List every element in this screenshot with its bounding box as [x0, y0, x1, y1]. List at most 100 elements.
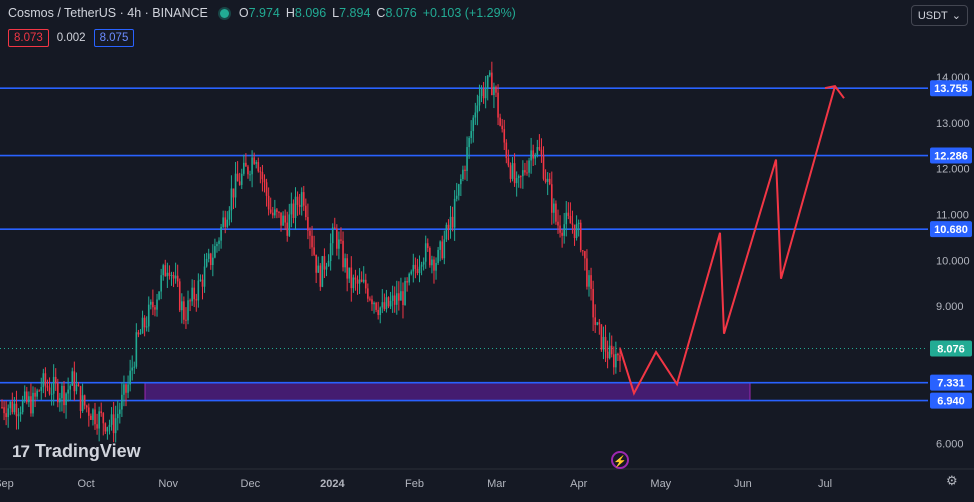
candle-body	[30, 396, 32, 414]
candle-body	[191, 287, 193, 302]
price-badge	[930, 80, 972, 97]
price-badge-label: 10.680	[934, 224, 968, 236]
candle-body	[170, 275, 173, 277]
candle-body	[288, 214, 291, 236]
symbol-title[interactable]: Cosmos / TetherUS · 4h · BINANCE	[8, 6, 208, 20]
candle-body	[7, 408, 10, 418]
time-tick-label: Dec	[241, 478, 261, 490]
candle-body	[592, 288, 594, 318]
candle-body	[584, 251, 586, 259]
candle-body	[19, 412, 22, 415]
candle-body	[406, 281, 408, 283]
time-tick-label: Mar	[487, 478, 506, 490]
candle-body	[499, 117, 501, 126]
candle-body	[176, 275, 179, 282]
candle-body	[329, 243, 332, 262]
buy-button[interactable]: 8.075	[93, 29, 135, 47]
currency-label: USDT	[917, 9, 948, 22]
candle-body	[460, 179, 462, 185]
candle-body	[474, 112, 477, 118]
candle-body	[348, 267, 351, 279]
candle-body	[435, 262, 437, 271]
candle-body	[102, 413, 105, 424]
candle-body	[553, 203, 555, 213]
sell-button[interactable]: 8.073	[8, 29, 49, 47]
candle-body	[342, 240, 344, 268]
candle-body	[209, 253, 212, 266]
price-tick-label: 13.000	[936, 118, 970, 130]
candle-body	[207, 253, 210, 259]
candle-body	[154, 307, 156, 310]
candle-body	[83, 395, 86, 406]
candle-body	[497, 92, 499, 118]
time-tick-label: Oct	[78, 478, 95, 490]
candle-body	[486, 75, 489, 89]
candle-body	[530, 150, 532, 161]
price-badge-label: 7.331	[937, 378, 965, 390]
currency-selector[interactable]: USDT ⌄	[910, 5, 968, 26]
candle-body	[218, 240, 220, 244]
candle-body	[354, 277, 357, 280]
candle-body	[158, 291, 160, 300]
time-tick-label: Nov	[158, 478, 178, 490]
candle-body	[617, 353, 619, 356]
candle-body	[226, 219, 229, 227]
candle-body	[433, 259, 435, 271]
candle-body	[137, 332, 140, 335]
candle-body	[367, 288, 369, 299]
candle-body	[431, 259, 433, 266]
candle-body	[67, 389, 69, 394]
time-tick-label: Jun	[734, 478, 752, 490]
candle-body	[298, 204, 301, 207]
candle-body	[253, 157, 255, 164]
candle-body	[311, 235, 313, 248]
candle-body	[362, 279, 365, 282]
candle-body	[422, 261, 425, 265]
candle-body	[108, 424, 111, 428]
candle-body	[166, 272, 169, 277]
candle-body	[319, 265, 322, 287]
lightning-icon[interactable]: ⚡	[611, 451, 629, 469]
price-badge-label: 8.076	[937, 344, 965, 356]
candle-body	[534, 154, 537, 159]
candle-body	[290, 203, 293, 215]
candle-body	[48, 387, 51, 394]
candle-body	[232, 188, 235, 198]
candle-body	[426, 243, 429, 248]
order-panel: 8.073 0.002 8.075	[8, 29, 135, 47]
candle-body	[212, 257, 214, 266]
candle-body	[88, 407, 90, 416]
candle-body	[336, 228, 338, 249]
candle-body	[249, 174, 251, 176]
candle-body	[325, 266, 328, 270]
candle-body	[139, 333, 142, 335]
low-value: 7.894	[339, 6, 371, 20]
logo-text: TradingView	[34, 441, 141, 461]
candle-body	[147, 304, 150, 327]
candle-body	[466, 147, 468, 171]
candle-body	[360, 279, 363, 282]
candle-body	[294, 196, 297, 218]
candle-body	[92, 409, 94, 420]
candle-body	[73, 371, 76, 392]
candle-body	[391, 295, 394, 301]
candle-body	[389, 300, 392, 307]
candle-body	[257, 162, 260, 172]
tradingview-logo[interactable]: 17 TradingView	[12, 441, 141, 462]
candle-body	[598, 322, 601, 325]
high-value: 8.096	[294, 6, 327, 20]
candle-body	[445, 224, 448, 240]
change-value: +0.103 (+1.29%)	[422, 6, 516, 20]
gear-icon[interactable]: ⚙	[946, 473, 958, 488]
candle-body	[542, 154, 545, 179]
candle-body	[152, 301, 154, 308]
price-badge-label: 13.755	[934, 83, 968, 95]
candle-body	[619, 355, 621, 361]
candle-body	[522, 170, 524, 177]
open-value: 7.974	[248, 6, 280, 20]
candle-body	[243, 162, 245, 174]
candle-body	[52, 376, 55, 394]
candle-body	[408, 273, 410, 283]
candle-body	[377, 309, 379, 315]
